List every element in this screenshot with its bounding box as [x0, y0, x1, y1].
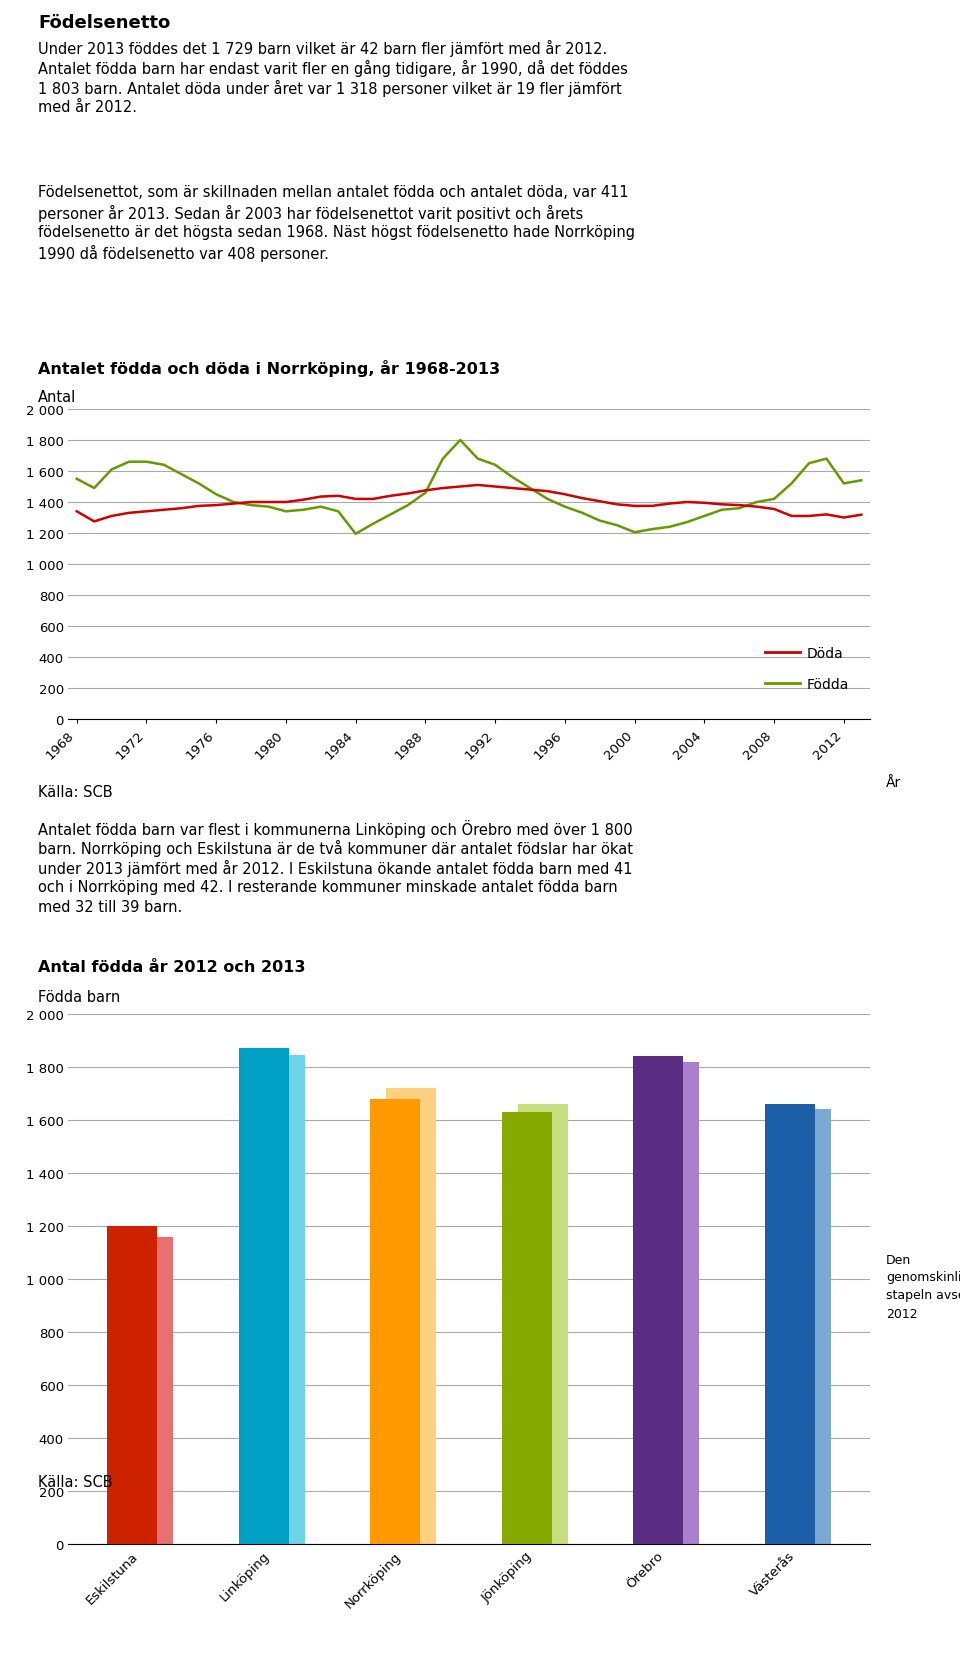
Text: Antalet födda och döda i Norrköping, år 1968-2013: Antalet födda och döda i Norrköping, år …: [38, 360, 500, 376]
Text: Källa: SCB: Källa: SCB: [38, 785, 112, 800]
Text: med år 2012.: med år 2012.: [38, 99, 137, 114]
Legend: Döda, Födda: Döda, Födda: [760, 642, 855, 697]
Text: Antalet födda barn var flest i kommunerna Linköping och Örebro med över 1 800: Antalet födda barn var flest i kommunern…: [38, 820, 633, 838]
Text: födelsenetto är det högsta sedan 1968. Näst högst födelsenetto hade Norrköping: födelsenetto är det högsta sedan 1968. N…: [38, 225, 635, 240]
Text: Födelsenetto: Födelsenetto: [38, 13, 170, 32]
Bar: [649, 1062, 699, 1544]
Text: Antal: Antal: [38, 390, 76, 405]
Text: Under 2013 föddes det 1 729 barn vilket är 42 barn fler jämfört med år 2012.: Under 2013 föddes det 1 729 barn vilket …: [38, 40, 608, 57]
Text: barn. Norrköping och Eskilstuna är de två kommuner där antalet födslar har ökat: barn. Norrköping och Eskilstuna är de tv…: [38, 840, 633, 857]
Bar: [765, 1104, 815, 1544]
Text: Födda barn: Födda barn: [38, 990, 120, 1005]
Bar: [254, 1055, 304, 1544]
Bar: [517, 1104, 567, 1544]
Bar: [123, 1236, 173, 1544]
Bar: [239, 1048, 289, 1544]
Text: 1990 då födelsenetto var 408 personer.: 1990 då födelsenetto var 408 personer.: [38, 245, 329, 262]
Bar: [371, 1099, 420, 1544]
Bar: [502, 1112, 552, 1544]
Bar: [386, 1089, 436, 1544]
Bar: [634, 1057, 684, 1544]
Bar: [108, 1226, 157, 1544]
Text: Födelsenettot, som är skillnaden mellan antalet födda och antalet döda, var 411: Födelsenettot, som är skillnaden mellan …: [38, 185, 629, 200]
Text: personer år 2013. Sedan år 2003 har födelsenettot varit positivt och årets: personer år 2013. Sedan år 2003 har föde…: [38, 205, 584, 222]
Bar: [780, 1110, 830, 1544]
Text: under 2013 jämfört med år 2012. I Eskilstuna ökande antalet födda barn med 41: under 2013 jämfört med år 2012. I Eskils…: [38, 860, 633, 877]
Text: 1 803 barn. Antalet döda under året var 1 318 personer vilket är 19 fler jämfört: 1 803 barn. Antalet döda under året var …: [38, 81, 622, 97]
Text: med 32 till 39 barn.: med 32 till 39 barn.: [38, 899, 182, 914]
Text: År: År: [886, 776, 901, 790]
Text: Källa: SCB: Källa: SCB: [38, 1473, 112, 1488]
Text: Den
genomskinliga
stapeln avser
2012: Den genomskinliga stapeln avser 2012: [886, 1253, 960, 1320]
Text: Antal födda år 2012 och 2013: Antal födda år 2012 och 2013: [38, 959, 305, 974]
Text: Antalet födda barn har endast varit fler en gång tidigare, år 1990, då det födde: Antalet födda barn har endast varit fler…: [38, 60, 628, 77]
Text: och i Norrköping med 42. I resterande kommuner minskade antalet födda barn: och i Norrköping med 42. I resterande ko…: [38, 879, 617, 894]
